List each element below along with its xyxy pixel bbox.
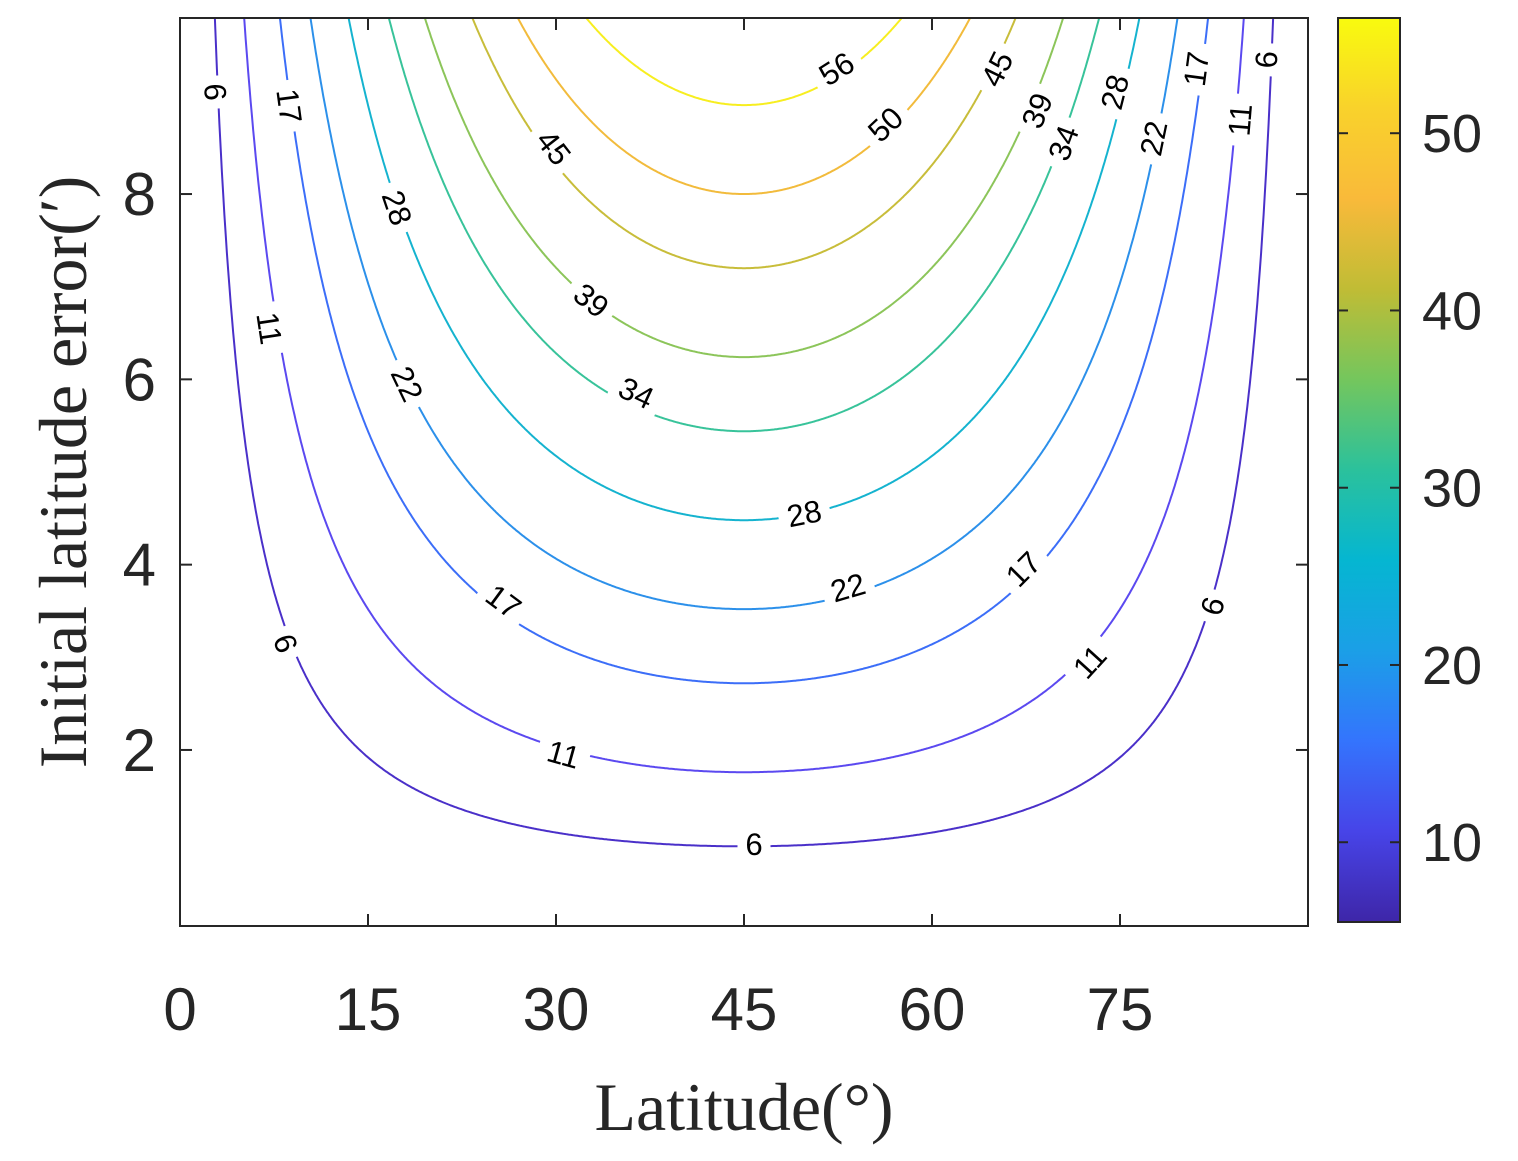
contour-label-background — [533, 731, 594, 778]
contour-label-background — [472, 572, 535, 631]
x-tick-label: 15 — [335, 976, 402, 1043]
contour-label: 11 — [1222, 102, 1260, 137]
contour-label-group: 11 — [1221, 92, 1260, 148]
colorbar-tick-label: 50 — [1422, 104, 1482, 164]
contour-line-17 — [278, 18, 1210, 685]
contour-line-39 — [423, 18, 1065, 359]
contour-label-background — [380, 353, 434, 415]
contour-label-background — [970, 38, 1024, 100]
y-tick-label: 6 — [123, 346, 156, 413]
contour-label-background — [263, 622, 307, 665]
x-axis-title: Latitude(°) — [594, 1069, 893, 1145]
contour-label-background — [855, 94, 917, 155]
contour-label-background — [818, 564, 878, 612]
contour-label-background — [805, 40, 868, 98]
contour-label: 28 — [784, 493, 825, 534]
contour-line-34 — [387, 18, 1101, 433]
contour-label: 17 — [269, 87, 308, 126]
contour-label-background — [524, 116, 583, 179]
contour-label: 22 — [1133, 118, 1174, 159]
contour-label-group: 6 — [737, 827, 771, 862]
contour-label-group: 28 — [1092, 62, 1138, 122]
colorbar-tick-label: 40 — [1422, 281, 1482, 341]
contour-label-background — [1191, 585, 1234, 627]
contour-label-background — [1221, 92, 1260, 148]
contour-label: 28 — [1094, 71, 1136, 113]
contour-label-background — [1176, 40, 1217, 98]
contour-label-group: 6 — [263, 622, 307, 665]
x-tick-label: 30 — [523, 976, 590, 1043]
colorbar-strip — [1337, 17, 1401, 923]
contour-label-group: 11 — [248, 300, 290, 357]
contour-label-background — [605, 366, 667, 420]
colorbar-ticks: 10 20 30 40 50 — [1338, 104, 1482, 873]
contour-label-background — [775, 491, 834, 536]
y-tick-label: 4 — [123, 532, 156, 599]
contour-label-group: 6 — [1248, 42, 1285, 77]
contour-line-50 — [516, 18, 972, 195]
contour-label-background — [268, 77, 310, 135]
plot-background — [180, 18, 1308, 926]
contour-label-group: 6 — [197, 74, 233, 110]
colorbar-tick-label: 20 — [1422, 636, 1482, 696]
x-tick-label: 75 — [1087, 976, 1154, 1043]
contour-label-group: 6 — [1191, 585, 1234, 627]
y-tick-label: 2 — [123, 717, 156, 784]
contour-label-background — [1248, 42, 1285, 77]
x-tick-label: 60 — [899, 976, 966, 1043]
contour-label-background — [1092, 62, 1138, 122]
contour-label-background — [993, 538, 1054, 600]
contour-label-background — [248, 300, 290, 357]
colorbar: 10 20 30 40 50 — [1337, 17, 1482, 923]
colorbar-tick-label: 30 — [1422, 459, 1482, 519]
y-axis-title: Initial latitude error(′) — [25, 176, 101, 769]
y-tick-label: 8 — [123, 161, 156, 228]
contour-line-28 — [347, 18, 1141, 522]
colorbar-tick-label: 10 — [1422, 813, 1482, 873]
contour-label-background — [737, 827, 771, 862]
x-tick-label: 0 — [163, 976, 196, 1043]
contour-label: 6 — [197, 83, 233, 102]
contour-label: 17 — [1177, 50, 1216, 89]
contour-line-56 — [584, 18, 904, 107]
x-axis-ticks: 0 15 30 45 60 75 — [163, 18, 1153, 1043]
y-axis-ticks: 2 4 6 8 — [123, 161, 1308, 784]
contour-line-22 — [309, 18, 1179, 611]
contour-label-group: 11 — [533, 731, 594, 778]
contour-label: 6 — [1249, 50, 1285, 69]
contour-label-background — [1038, 112, 1089, 174]
contour-label-background — [372, 177, 422, 238]
contour-label-background — [1011, 80, 1063, 142]
contour-label-group: 22 — [1131, 109, 1176, 168]
contour-label-group: 17 — [1176, 40, 1217, 98]
contour-label-background — [1131, 109, 1176, 168]
contour-label-group: 17 — [268, 77, 310, 135]
contour-label: 11 — [249, 310, 288, 347]
contour-label: 6 — [745, 827, 762, 862]
x-tick-label: 45 — [711, 976, 778, 1043]
contour-label-group: 28 — [775, 491, 834, 536]
contour-label-background — [560, 271, 623, 331]
contour-label-background — [197, 74, 233, 110]
contour-label-background — [1059, 631, 1120, 693]
